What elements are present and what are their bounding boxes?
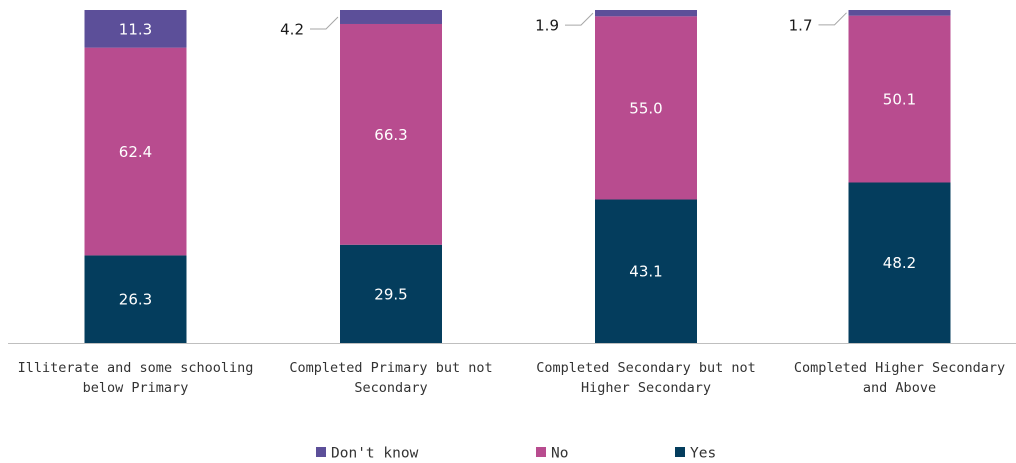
leader-line-2 <box>310 16 339 30</box>
leader-line-4 <box>818 12 847 26</box>
category-label-3: Completed Secondary but not Higher Second… <box>536 360 755 396</box>
data-label-no-3: 55.0 <box>629 99 662 117</box>
bar-segment-yes-2 <box>340 244 442 343</box>
bar-segment-don-t-know-3 <box>595 10 697 17</box>
data-label-don-t-know-4: 1.7 <box>789 16 813 34</box>
bar-segment-don-t-know-1 <box>84 10 187 48</box>
bars-group <box>84 10 951 343</box>
bar-segment-no-2 <box>340 23 442 245</box>
bar-segment-yes-1 <box>84 255 187 343</box>
legend-label-don-t-know: Don't know <box>331 446 419 462</box>
bar-segment-no-4 <box>848 15 951 183</box>
category-label-4: Completed Higher Secondary and Above <box>794 360 1005 396</box>
bar-segment-don-t-know-4 <box>848 10 951 16</box>
data-label-yes-3: 43.1 <box>629 263 662 281</box>
data-label-don-t-know-2: 4.2 <box>280 20 304 38</box>
legend-label-yes: Yes <box>690 446 716 462</box>
bar-segment-don-t-know-2 <box>340 10 442 24</box>
leader-line-3 <box>565 12 594 26</box>
category-label-2: Completed Primary but not Secondary <box>289 360 492 396</box>
data-label-no-2: 66.3 <box>374 126 407 144</box>
legend-swatch-yes <box>675 447 685 457</box>
legend-label-no: No <box>551 446 568 462</box>
data-label-no-1: 62.4 <box>119 143 152 161</box>
legend-swatch-no <box>536 447 546 457</box>
legend: Don't know No Yes <box>316 446 716 462</box>
bar-segment-yes-3 <box>595 199 697 343</box>
category-label-1: Illiterate and some schooling below Prima… <box>18 360 254 396</box>
data-labels-group: 26.3 62.4 11.3 29.5 66.3 4.2 43.1 55.0 1.9 48.2 50… <box>119 12 916 309</box>
data-label-yes-1: 26.3 <box>119 291 152 309</box>
data-label-don-t-know-3: 1.9 <box>535 17 559 35</box>
bar-segment-no-3 <box>595 16 697 200</box>
data-label-no-4: 50.1 <box>883 91 916 109</box>
category-labels-group: Illiterate and some schooling below Prima… <box>18 360 1006 396</box>
bar-segment-no-1 <box>84 47 187 256</box>
data-label-yes-2: 29.5 <box>374 285 407 303</box>
data-label-yes-4: 48.2 <box>883 254 916 272</box>
data-label-don-t-know-1: 11.3 <box>119 20 152 38</box>
bar-segment-yes-4 <box>848 182 951 343</box>
legend-swatch-don-t-know <box>316 447 326 457</box>
